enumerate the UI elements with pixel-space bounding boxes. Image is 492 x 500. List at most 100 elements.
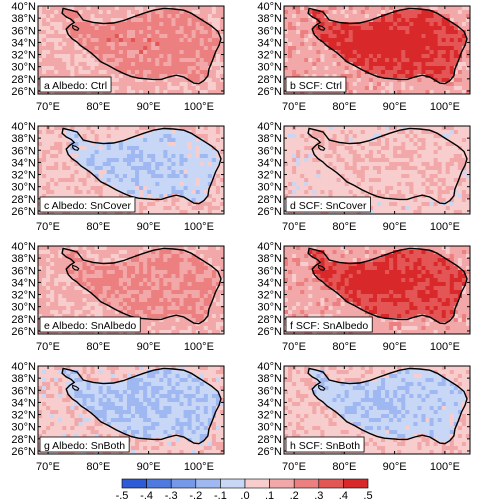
heatmap-cell	[413, 206, 418, 211]
heatmap-cell	[352, 66, 358, 71]
heatmap-cell	[66, 294, 71, 299]
heatmap-cell	[203, 62, 209, 67]
heatmap-cell	[296, 38, 301, 43]
heatmap-cell	[433, 202, 438, 207]
heatmap-cell	[340, 182, 345, 187]
heatmap-cell	[308, 58, 313, 63]
heatmap-cell	[90, 166, 95, 171]
heatmap-cell	[122, 54, 128, 59]
heatmap-cell	[187, 86, 192, 91]
y-tick-label: 38°N	[11, 133, 36, 145]
heatmap-cell	[292, 22, 297, 27]
heatmap-cell	[429, 42, 434, 47]
heatmap-cell	[417, 6, 422, 11]
heatmap-cell	[433, 142, 438, 147]
heatmap-cell	[78, 74, 83, 79]
heatmap-cell	[74, 146, 79, 151]
heatmap-cell	[98, 290, 104, 295]
heatmap-cell	[409, 202, 414, 207]
heatmap-cell	[118, 134, 124, 139]
heatmap-cell	[187, 190, 192, 195]
heatmap-cell	[167, 50, 172, 55]
heatmap-cell	[131, 154, 136, 159]
heatmap-cell	[54, 70, 59, 75]
heatmap-cell	[151, 54, 156, 59]
heatmap-cell	[175, 254, 180, 259]
heatmap-cell	[167, 138, 172, 143]
heatmap-cell	[425, 34, 430, 39]
heatmap-cell	[425, 146, 430, 151]
heatmap-cell	[449, 10, 455, 15]
heatmap-cell	[195, 162, 201, 167]
heatmap-cell	[102, 254, 108, 259]
heatmap-cell	[102, 150, 108, 155]
heatmap-cell	[445, 70, 451, 75]
heatmap-cell	[70, 14, 75, 19]
heatmap-cell	[179, 174, 184, 179]
heatmap-cell	[211, 42, 217, 47]
heatmap-cell	[441, 26, 447, 31]
heatmap-cell	[46, 286, 51, 291]
heatmap-cell	[372, 150, 378, 155]
heatmap-cell	[344, 18, 350, 23]
heatmap-cell	[195, 14, 201, 19]
heatmap-cell	[372, 154, 378, 159]
heatmap-cell	[296, 190, 301, 195]
heatmap-cell	[175, 158, 180, 163]
heatmap-cell	[175, 198, 180, 203]
heatmap-cell	[139, 158, 144, 163]
heatmap-cell	[344, 138, 350, 143]
heatmap-cell	[465, 30, 471, 35]
heatmap-cell	[409, 130, 414, 135]
heatmap-cell	[135, 178, 140, 183]
heatmap-cell	[179, 138, 184, 143]
heatmap-cell	[74, 150, 79, 155]
heatmap-cell	[102, 46, 108, 51]
heatmap-cell	[381, 166, 386, 171]
heatmap-cell	[114, 74, 120, 79]
heatmap-cell	[199, 174, 205, 179]
heatmap-cell	[348, 38, 354, 43]
heatmap-cell	[356, 146, 362, 151]
heatmap-cell	[171, 178, 176, 183]
heatmap-cell	[163, 294, 168, 299]
heatmap-cell	[340, 130, 345, 135]
heatmap-cell	[82, 282, 87, 287]
heatmap-cell	[332, 130, 337, 135]
heatmap-cell	[344, 70, 350, 75]
heatmap-cell	[441, 38, 447, 43]
heatmap-cell	[344, 86, 350, 91]
heatmap-cell	[147, 274, 152, 279]
heatmap-cell	[62, 30, 67, 35]
heatmap-cell	[203, 206, 209, 211]
heatmap-cell	[389, 158, 394, 163]
heatmap-cell	[445, 154, 451, 159]
heatmap-cell	[171, 70, 176, 75]
heatmap-cell	[143, 254, 148, 259]
heatmap-cell	[135, 166, 140, 171]
heatmap-cell	[66, 182, 71, 187]
heatmap-cell	[352, 38, 358, 43]
heatmap-cell	[405, 82, 410, 87]
heatmap-cell	[155, 326, 160, 331]
heatmap-cell	[175, 70, 180, 75]
heatmap-cell	[389, 190, 394, 195]
heatmap-cell	[356, 10, 362, 15]
heatmap-cell	[159, 154, 164, 159]
map-frame	[283, 125, 471, 215]
heatmap-cell	[356, 50, 362, 55]
heatmap-cell	[151, 174, 156, 179]
heatmap-cell	[340, 54, 345, 59]
heatmap-cell	[70, 302, 75, 307]
heatmap-cell	[340, 138, 345, 143]
heatmap-cell	[62, 70, 67, 75]
heatmap-cell	[187, 50, 192, 55]
heatmap-cell	[118, 286, 124, 291]
heatmap-cell	[397, 46, 402, 51]
heatmap-cell	[42, 10, 47, 15]
heatmap-cell	[90, 62, 95, 67]
heatmap-cell	[195, 158, 201, 163]
heatmap-cell	[155, 126, 160, 131]
heatmap-cell	[135, 210, 140, 215]
heatmap-cell	[417, 174, 422, 179]
